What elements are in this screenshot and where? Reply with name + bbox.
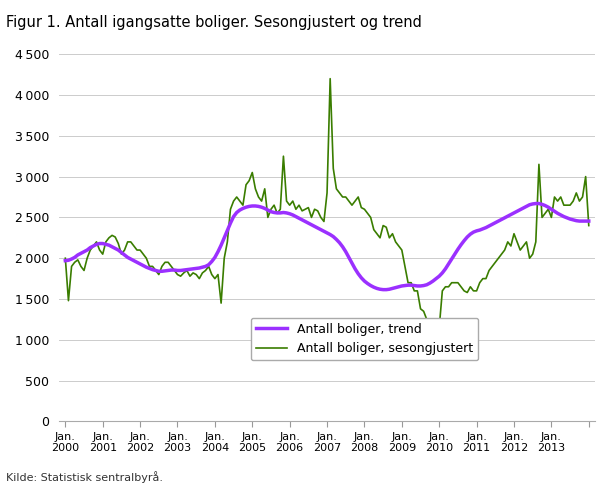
- Antall boliger, sesongjustert: [202, 267, 209, 273]
- Antall boliger, sesongjustert: [567, 202, 574, 208]
- Text: Kilde: Statistisk sentralbyrå.: Kilde: Statistisk sentralbyrå.: [6, 471, 163, 483]
- Antall boliger, sesongjustert: [585, 223, 592, 228]
- Line: Antall boliger, trend: Antall boliger, trend: [65, 203, 589, 290]
- Antall boliger, trend: [532, 201, 539, 206]
- Antall boliger, trend: [511, 210, 518, 216]
- Antall boliger, sesongjustert: [326, 76, 334, 81]
- Antall boliger, sesongjustert: [514, 239, 521, 245]
- Antall boliger, sesongjustert: [476, 280, 483, 285]
- Antall boliger, trend: [483, 224, 490, 230]
- Text: Figur 1. Antall igangsatte boliger. Sesongjustert og trend: Figur 1. Antall igangsatte boliger. Seso…: [6, 15, 422, 30]
- Antall boliger, trend: [585, 218, 592, 224]
- Line: Antall boliger, sesongjustert: Antall boliger, sesongjustert: [65, 79, 589, 327]
- Antall boliger, sesongjustert: [267, 206, 274, 212]
- Antall boliger, trend: [267, 209, 274, 215]
- Antall boliger, trend: [202, 264, 209, 269]
- Legend: Antall boliger, trend, Antall boliger, sesongjustert: Antall boliger, trend, Antall boliger, s…: [251, 318, 478, 360]
- Antall boliger, sesongjustert: [486, 267, 493, 273]
- Antall boliger, sesongjustert: [62, 255, 69, 261]
- Antall boliger, trend: [379, 287, 387, 293]
- Antall boliger, trend: [62, 258, 69, 264]
- Antall boliger, trend: [567, 216, 574, 222]
- Antall boliger, sesongjustert: [436, 325, 443, 330]
- Antall boliger, trend: [473, 228, 480, 234]
